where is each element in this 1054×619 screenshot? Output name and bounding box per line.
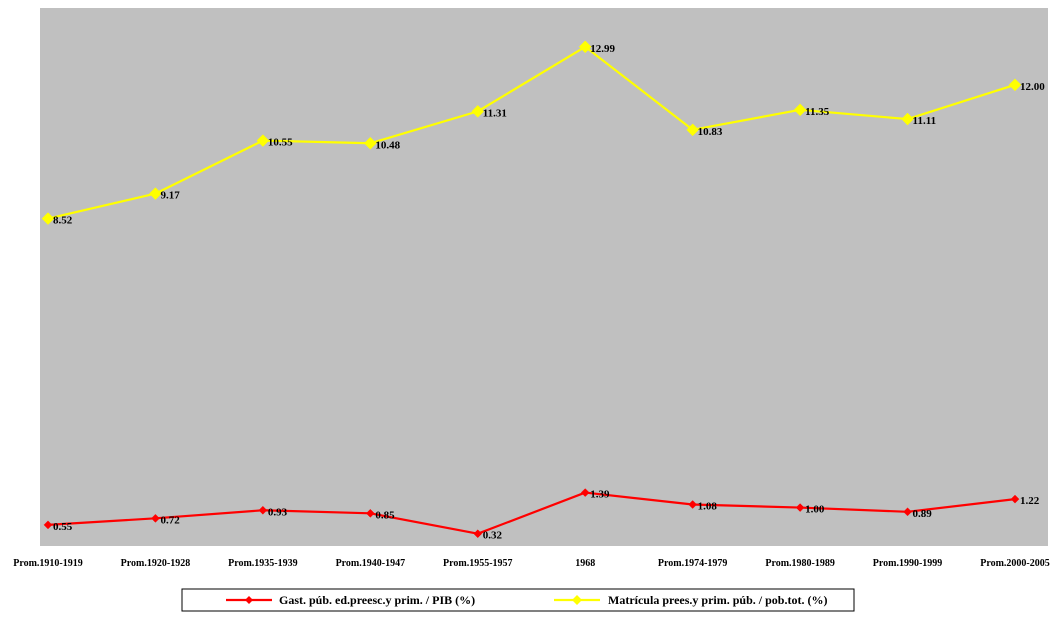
legend-marker: [572, 595, 582, 605]
legend-label: Matrícula prees.y prim. púb. / pob.tot. …: [608, 593, 827, 607]
legend: Gast. púb. ed.preesc.y prim. / PIB (%) Ma…: [181, 588, 855, 612]
data-point: [365, 508, 375, 518]
x-axis: Prom.1910-1919 Prom.1920-1928 Prom.1935-19…: [13, 558, 1050, 569]
plot-area: [40, 8, 1048, 546]
data-label-layer: 0.55 0.72 0.93 0.85 0.32 1.39 1.08 1.00 0.89 1.22…: [53, 43, 1045, 542]
data-label: 9.17: [160, 190, 180, 202]
data-label: 8.52: [53, 215, 73, 227]
data-point: [473, 529, 483, 539]
data-point: [471, 105, 485, 118]
x-tick-label: 1968: [575, 558, 595, 569]
data-label: 1.22: [1020, 495, 1040, 507]
series-layer: [41, 40, 1022, 539]
x-tick-label: Prom.1935-1939: [228, 558, 298, 569]
series-line: [47, 45, 1016, 220]
x-tick-label: Prom.1910-1919: [13, 558, 83, 569]
data-label: 10.83: [698, 126, 723, 138]
legend-label: Gast. púb. ed.preesc.y prim. / PIB (%): [279, 593, 475, 607]
x-tick-label: Prom.1955-1957: [443, 558, 513, 569]
data-label: 0.89: [913, 508, 933, 520]
data-label: 0.85: [375, 509, 395, 521]
data-label: 0.72: [160, 514, 180, 526]
data-point: [258, 505, 268, 515]
legend-marker: [245, 596, 253, 604]
x-tick-label: Prom.1980-1989: [765, 558, 835, 569]
data-label: 12.99: [590, 43, 615, 55]
data-point: [795, 503, 805, 512]
data-label: 0.55: [53, 521, 73, 533]
data-label: 11.35: [805, 106, 830, 118]
legend-item: Gast. púb. ed.preesc.y prim. / PIB (%): [226, 593, 475, 607]
data-point: [149, 187, 162, 200]
data-label: 11.11: [913, 115, 937, 127]
data-point: [1008, 78, 1022, 92]
data-label: 10.55: [268, 137, 293, 149]
data-point: [256, 134, 270, 147]
legend-item: Matrícula prees.y prim. púb. / pob.tot. …: [554, 593, 827, 607]
x-tick-label: Prom.1990-1999: [873, 558, 943, 569]
data-point: [363, 136, 377, 150]
data-label: 1.39: [590, 489, 610, 501]
data-label: 11.31: [483, 107, 507, 119]
data-point: [578, 40, 592, 54]
data-point: [686, 123, 700, 137]
data-label: 1.08: [698, 500, 718, 512]
data-point: [43, 520, 53, 530]
x-tick-label: Prom.2000-2005: [980, 558, 1050, 569]
x-tick-label: Prom.1974-1979: [658, 558, 728, 569]
x-tick-label: Prom.1940-1947: [336, 558, 406, 569]
data-label: 0.32: [483, 530, 503, 542]
series-1: [43, 488, 1020, 539]
data-label: 12.00: [1020, 81, 1045, 93]
legend-box: [181, 588, 855, 612]
series-line: [47, 491, 1016, 535]
data-label: 1.00: [805, 504, 825, 516]
data-point: [151, 513, 160, 523]
data-label: 10.48: [375, 139, 400, 151]
data-point: [580, 488, 590, 497]
series-2: [41, 40, 1022, 225]
data-point: [793, 103, 807, 117]
data-point: [41, 212, 55, 225]
data-point: [903, 507, 912, 517]
data-point: [1010, 494, 1020, 504]
x-tick-label: Prom.1920-1928: [121, 558, 191, 569]
data-point: [901, 112, 914, 126]
data-label: 0.93: [268, 506, 288, 518]
data-point: [688, 500, 698, 509]
